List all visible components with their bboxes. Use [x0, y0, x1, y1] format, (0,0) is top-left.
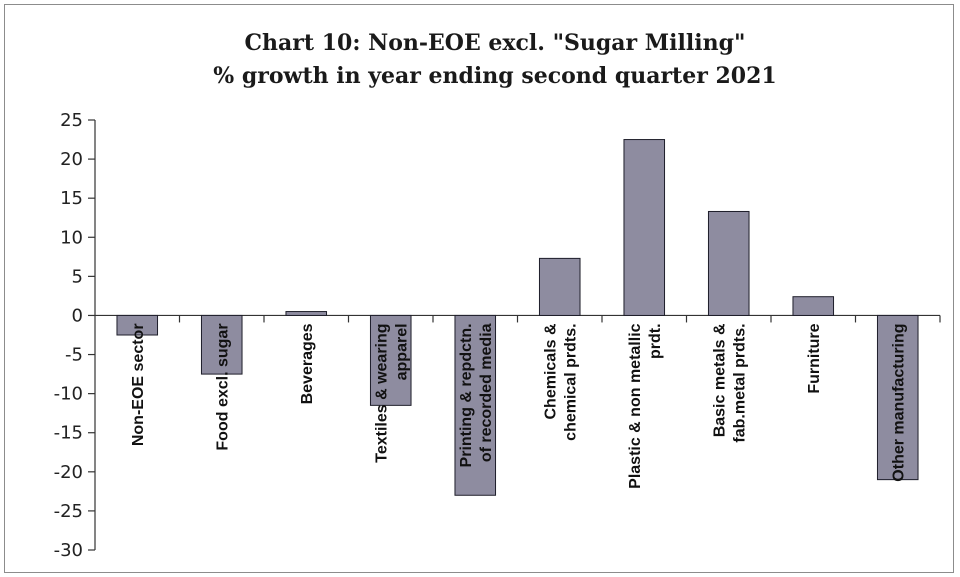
- bar: [876, 314, 919, 481]
- category-label-line: Beverages: [299, 323, 316, 404]
- category-label-line: Basic metals &: [712, 323, 729, 437]
- chart-subtitle: % growth in year ending second quarter 2…: [213, 63, 776, 89]
- category-label-line: Food excl. sugar: [215, 323, 232, 450]
- y-tick-label: -20: [54, 462, 83, 483]
- category-label: Other manufacturing: [891, 323, 908, 481]
- category-labels: Non-EOE sector Food excl. sugar Beverages T…: [130, 323, 908, 489]
- category-label: Textiles & wearing apparel: [374, 323, 411, 462]
- bar: [538, 257, 581, 316]
- category-label: Printing & repdctn. of recorded media: [458, 323, 495, 467]
- category-label: Beverages: [299, 323, 316, 404]
- bar: [285, 311, 328, 316]
- category-label: Furniture: [806, 323, 823, 393]
- bar: [792, 296, 835, 316]
- category-label: Chemicals & chemical prdts.: [543, 323, 580, 441]
- category-label: Basic metals & fab.metal prdts.: [712, 323, 749, 443]
- category-label: Food excl. sugar: [215, 323, 232, 450]
- bar: [200, 314, 243, 375]
- category-label: Non-EOE sector: [130, 323, 147, 446]
- category-label: Plastic & non metallic prdt.: [627, 323, 664, 488]
- category-label-line: apparel: [394, 323, 411, 380]
- y-tick-label: 20: [60, 149, 83, 170]
- y-tick-label: 0: [72, 305, 83, 326]
- y-tick-label: -30: [54, 540, 83, 561]
- category-label-line: Printing & repdctn.: [458, 323, 475, 467]
- category-label-line: prdt.: [647, 323, 664, 359]
- category-label-line: Plastic & non metallic: [627, 323, 644, 488]
- y-tick-label: 10: [60, 227, 83, 248]
- bars: [116, 139, 919, 496]
- bar: [623, 139, 666, 316]
- bar: [116, 314, 159, 336]
- bar: [369, 314, 412, 406]
- category-label-line: Textiles & wearing: [374, 323, 391, 462]
- y-tick-label: 25: [60, 110, 83, 131]
- category-label-line: Other manufacturing: [891, 323, 908, 481]
- y-tick-label: -15: [54, 423, 83, 444]
- y-tick-label: -5: [65, 345, 83, 366]
- category-label-line: Non-EOE sector: [130, 323, 147, 446]
- bar: [707, 210, 750, 316]
- chart-title: Chart 10: Non-EOE excl. "Sugar Milling": [245, 30, 746, 56]
- category-label-line: of recorded media: [478, 323, 495, 462]
- y-tick-label: -10: [54, 384, 83, 405]
- category-label-line: Furniture: [806, 323, 823, 393]
- y-tick-label: 15: [60, 188, 83, 209]
- y-tick-label: 5: [72, 266, 83, 287]
- category-label-line: chemical prdts.: [563, 323, 580, 440]
- y-tick-label: -25: [54, 501, 83, 522]
- category-label-line: Chemicals &: [543, 323, 560, 419]
- category-label-line: fab.metal prdts.: [732, 323, 749, 442]
- bar: [454, 314, 497, 496]
